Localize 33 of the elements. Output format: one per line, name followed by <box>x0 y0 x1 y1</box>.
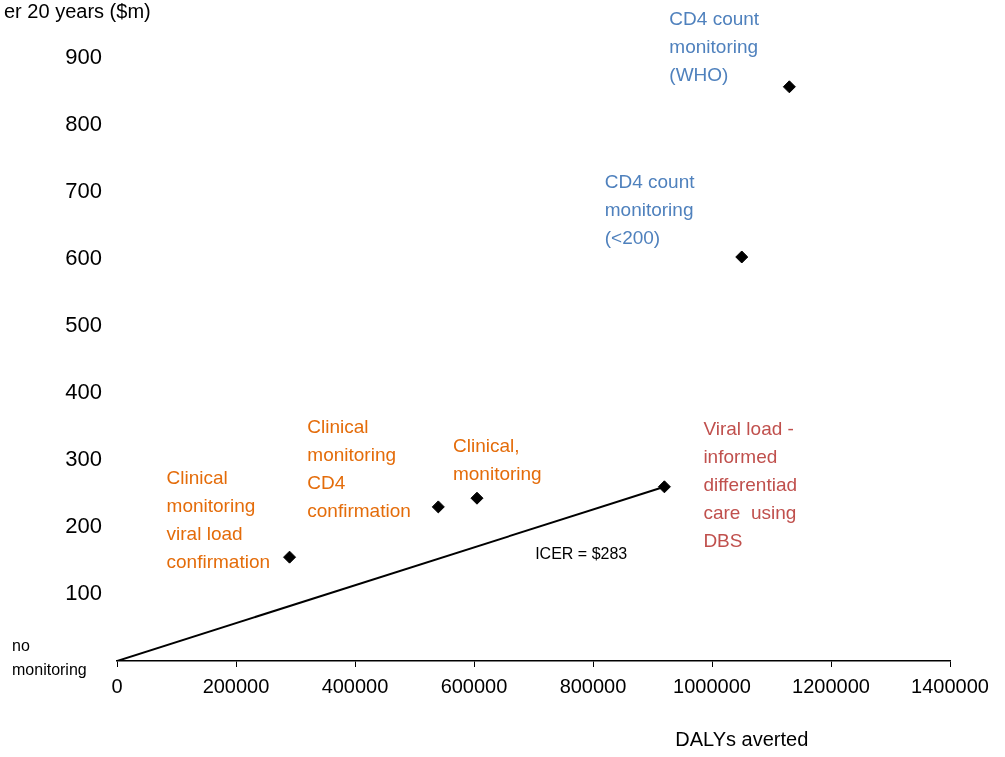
x-tick-label: 600000 <box>440 674 508 697</box>
annotation: ICER = $283 <box>535 544 628 562</box>
y-tick-label: 800 <box>65 111 102 137</box>
point <box>431 500 445 514</box>
point <box>283 550 297 564</box>
point <box>782 80 796 94</box>
point <box>735 250 749 264</box>
annotation: no monitoring <box>12 637 87 679</box>
y-axis-title: er 20 years ($m) <box>4 0 151 22</box>
y-tick-label: 900 <box>65 44 102 70</box>
annotation: Clinical monitoring CD4 confirmation <box>307 415 411 521</box>
point <box>470 491 484 505</box>
x-tick-label: 1400000 <box>911 674 989 697</box>
x-tick-label: 0 <box>111 674 123 697</box>
x-tick-label: 800000 <box>559 674 627 697</box>
annotation: CD4 count monitoring (<200) <box>604 170 696 248</box>
annotation: Viral load - informed differentiad care using DBS <box>703 417 798 551</box>
point <box>657 480 671 494</box>
y-tick-label: 100 <box>65 580 102 606</box>
y-tick-label: 600 <box>65 245 102 271</box>
y-tick-label: 700 <box>65 178 102 204</box>
annotation: CD4 count monitoring (WHO) <box>669 7 760 85</box>
y-tick-label: 300 <box>65 446 102 472</box>
x-tick-label: 400000 <box>321 674 389 697</box>
y-tick-label: 400 <box>65 379 102 405</box>
x-axis-title: DALYs averted <box>675 727 809 750</box>
y-tick-label: 500 <box>65 312 102 338</box>
y-tick-label: 200 <box>65 513 102 539</box>
annotation: Clinical monitoring viral load confirmation <box>166 466 271 572</box>
annotation: Clinical, monitoring <box>452 434 542 484</box>
x-tick-label: 200000 <box>202 674 270 697</box>
x-tick-label: 1000000 <box>673 674 751 697</box>
x-tick-label: 1200000 <box>792 674 870 697</box>
